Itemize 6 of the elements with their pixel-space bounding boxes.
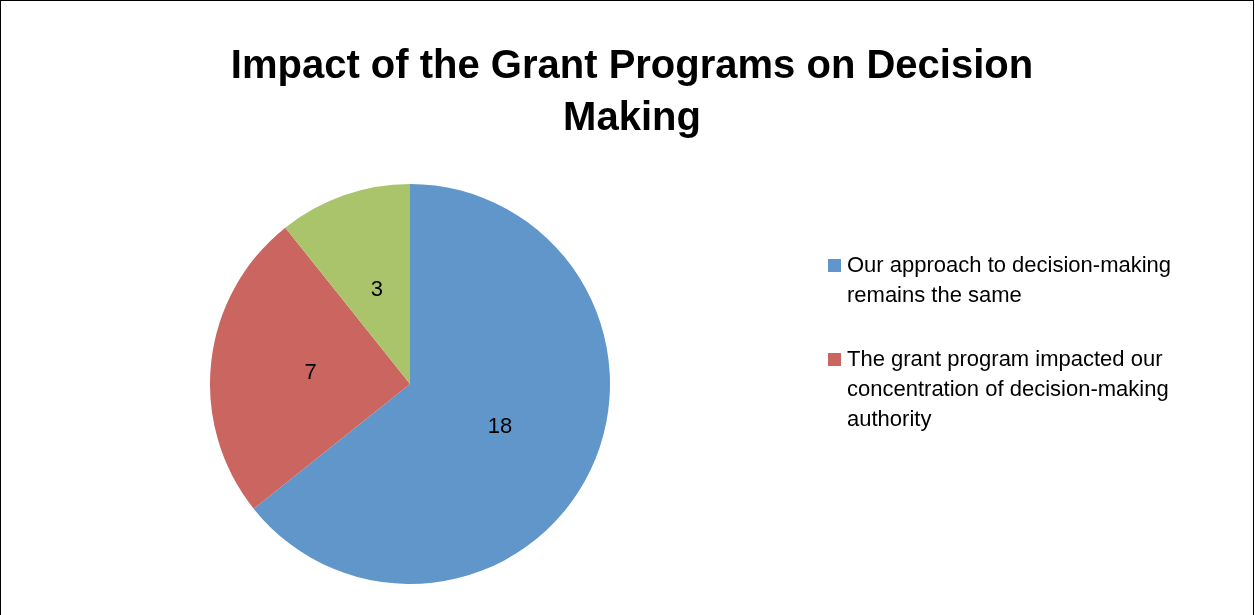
data-label: 7 <box>304 358 317 384</box>
legend-label: Our approach to decision-making remains the same <box>847 251 1173 309</box>
data-label: 18 <box>487 413 513 439</box>
data-label: 3 <box>370 275 384 301</box>
chart-title: Impact of the Grant Programs on Decision Making <box>229 41 1035 140</box>
legend-label: The grant program impacted our concentration of decision-making authority <box>847 345 1170 433</box>
